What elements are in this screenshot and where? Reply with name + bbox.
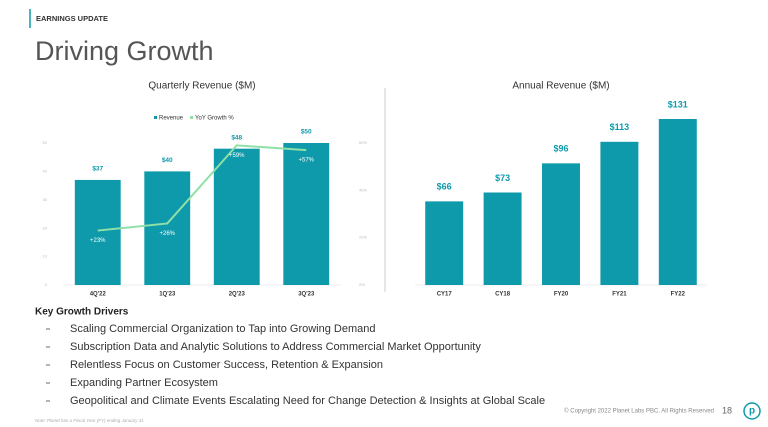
driver-item: Geopolitical and Climate Events Escalati… (70, 395, 545, 407)
x-tick-label: CY18 (495, 292, 511, 298)
logo-ring (743, 402, 761, 420)
driver-item: Expanding Partner Ecosystem (70, 377, 218, 389)
bar-value-label: $66 (437, 182, 452, 192)
y2-tick-label: 20% (359, 235, 367, 240)
bar-value-label: $113 (610, 122, 630, 132)
bar-value-label: $73 (495, 173, 510, 183)
bar (483, 192, 522, 285)
bar-value-label: $40 (162, 157, 173, 164)
legend-label: Revenue (159, 116, 184, 122)
bar-value-label: $48 (231, 134, 242, 141)
bar (542, 163, 580, 285)
legend-swatch (190, 116, 194, 119)
bar-value-label: $37 (92, 166, 103, 173)
logo: p (749, 406, 755, 417)
y-tick-label: 40 (43, 168, 48, 173)
line-value-label: +26% (159, 231, 175, 237)
footnote: Note: Planet has a Fiscal Year (FY) endi… (35, 418, 144, 423)
y2-tick-label: 0% (359, 282, 365, 287)
copyright: © Copyright 2022 Planet Labs PBC. All Ri… (564, 408, 714, 415)
drivers-list: Scaling Commercial Organization to Tap i… (46, 323, 545, 407)
x-tick-label: FY22 (671, 292, 686, 298)
section-label: EARNINGS UPDATE (36, 14, 108, 23)
x-tick-label: FY20 (554, 292, 569, 298)
line-value-label: +59% (229, 153, 245, 159)
driver-item: Relentless Focus on Customer Success, Re… (70, 359, 383, 371)
x-tick-label: 3Q'23 (298, 292, 315, 298)
chart-title: Quarterly Revenue ($M) (148, 81, 255, 92)
y-tick-label: 10 (43, 254, 48, 259)
legend-swatch (154, 116, 157, 119)
bar (283, 143, 330, 285)
chart-title: Annual Revenue ($M) (512, 81, 609, 92)
bar-value-label: $131 (668, 99, 688, 109)
growth-line (97, 144, 307, 232)
bar (658, 119, 697, 285)
driver-item: Scaling Commercial Organization to Tap i… (70, 323, 376, 335)
page-number: 18 (722, 405, 732, 415)
drivers-title: Key Growth Drivers (35, 307, 129, 318)
bar-value-label: $96 (553, 144, 568, 154)
bar (213, 148, 260, 285)
bar (600, 141, 639, 285)
bar (144, 171, 191, 285)
x-tick-label: CY17 (437, 292, 453, 298)
x-tick-label: 2Q'23 (229, 292, 246, 298)
y2-tick-label: 60% (359, 140, 367, 145)
x-tick-label: FY21 (612, 292, 627, 298)
driver-item: Subscription Data and Analytic Solutions… (70, 341, 481, 353)
x-tick-label: 4Q'22 (90, 292, 107, 298)
y-tick-label: 20 (43, 225, 48, 230)
line-value-label: +57% (298, 158, 314, 164)
bar (74, 179, 121, 285)
y-tick-label: 50 (43, 140, 48, 145)
line-value-label: +23% (90, 238, 106, 244)
x-tick-label: 1Q'23 (159, 292, 176, 298)
legend-label: YoY Growth % (195, 116, 234, 122)
y-tick-label: 0 (45, 282, 48, 287)
bar (425, 201, 464, 285)
y2-tick-label: 40% (359, 187, 367, 192)
y-tick-label: 30 (43, 197, 48, 202)
slide-title: Driving Growth (35, 36, 214, 66)
bar-value-label: $50 (301, 129, 312, 136)
